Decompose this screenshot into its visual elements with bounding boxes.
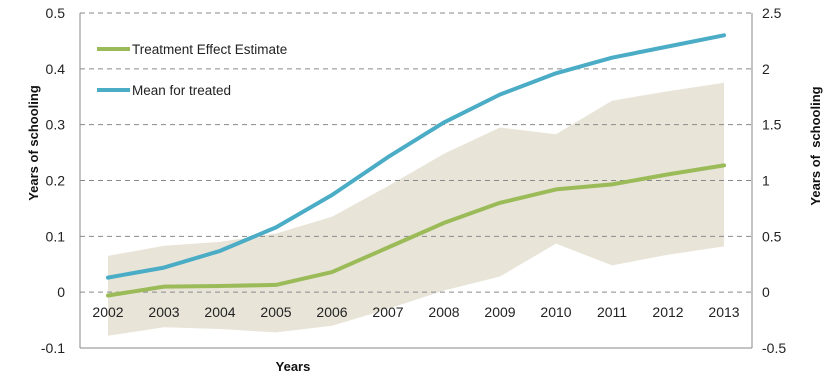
x-tick-label: 2009: [484, 304, 515, 320]
legend-label-mean-treated: Mean for treated: [132, 83, 231, 98]
y-right-tick-label: 0: [762, 284, 770, 300]
right-axis-ticks: -0.5 0 0.5 1 1.5 2 2.5: [762, 5, 786, 356]
x-tick-label: 2003: [148, 304, 179, 320]
y-left-tick-label: 0.1: [46, 228, 66, 244]
legend: Treatment Effect Estimate Mean for treat…: [97, 42, 287, 98]
x-tick-label: 2004: [204, 304, 235, 320]
x-tick-label: 2006: [316, 304, 347, 320]
x-tick-label: 2005: [260, 304, 291, 320]
legend-label-treatment-effect: Treatment Effect Estimate: [132, 42, 287, 57]
y-right-tick-label: -0.5: [762, 340, 786, 356]
y-right-tick-label: 2.5: [762, 5, 782, 21]
series-line-mean-treated: [106, 33, 726, 280]
y-left-tick-label: 0.3: [46, 117, 66, 133]
y-left-tick-label: 0.2: [46, 173, 66, 189]
series-line-treatment-effect: [106, 163, 726, 298]
y-left-tick-label: -0.1: [41, 340, 65, 356]
x-tick-label: 2007: [372, 304, 403, 320]
confidence-band: [108, 82, 724, 336]
y-right-tick-label: 0.5: [762, 228, 782, 244]
x-axis-ticks: 2002 2003 2004 2005 2006 2007 2008 2009 2010 2011…: [92, 304, 739, 320]
y-right-tick-label: 1.5: [762, 117, 782, 133]
series-lines: [106, 33, 726, 298]
x-axis-title: Years: [276, 359, 311, 374]
y-left-tick-label: 0: [57, 284, 65, 300]
x-tick-label: 2008: [428, 304, 459, 320]
y-right-tick-label: 2: [762, 61, 770, 77]
y-right-tick-label: 1: [762, 173, 770, 189]
confidence-band-layer: [108, 82, 724, 336]
y-axis-right-title: Years of schooling: [808, 86, 823, 205]
y-left-tick-label: 0.5: [46, 5, 66, 21]
x-tick-label: 2010: [540, 304, 571, 320]
x-tick-label: 2002: [92, 304, 123, 320]
y-left-tick-label: 0.4: [46, 61, 66, 77]
left-axis-ticks: -0.1 0 0.1 0.2 0.3 0.4 0.5: [41, 5, 65, 356]
y-axis-left-title: Years of schooling: [26, 85, 41, 201]
x-tick-label: 2011: [597, 304, 627, 320]
x-tick-label: 2013: [708, 304, 739, 320]
x-tick-label: 2012: [652, 304, 683, 320]
